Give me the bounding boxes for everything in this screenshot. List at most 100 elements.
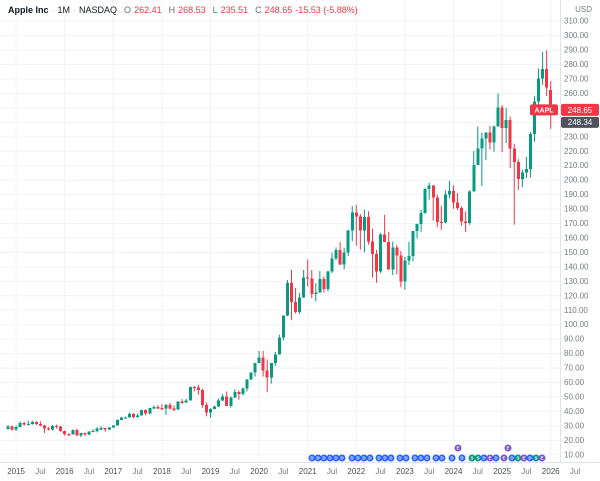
- candle[interactable]: [6, 426, 10, 429]
- candle[interactable]: [480, 138, 484, 149]
- candle[interactable]: [103, 428, 107, 430]
- candle[interactable]: [464, 221, 468, 224]
- candle[interactable]: [168, 404, 172, 409]
- candle[interactable]: [269, 363, 273, 378]
- event-marker[interactable]: [438, 454, 446, 462]
- candle[interactable]: [144, 409, 148, 414]
- candle[interactable]: [294, 301, 298, 312]
- candle[interactable]: [99, 428, 103, 430]
- candle[interactable]: [123, 417, 127, 419]
- candle[interactable]: [537, 78, 541, 102]
- event-marker[interactable]: [448, 454, 456, 462]
- candle[interactable]: [508, 119, 512, 149]
- event-marker[interactable]: [366, 454, 374, 462]
- candle[interactable]: [492, 126, 496, 143]
- candle[interactable]: [30, 422, 34, 424]
- event-marker[interactable]: [381, 454, 389, 462]
- event-marker[interactable]: [504, 444, 512, 452]
- candle[interactable]: [55, 426, 59, 428]
- candle[interactable]: [75, 429, 79, 436]
- event-marker[interactable]: [314, 454, 322, 462]
- candle[interactable]: [306, 277, 310, 279]
- candle[interactable]: [314, 292, 318, 294]
- candle[interactable]: [399, 255, 403, 282]
- event-marker[interactable]: [423, 454, 431, 462]
- candle[interactable]: [354, 212, 358, 217]
- candle[interactable]: [407, 256, 411, 261]
- candle[interactable]: [520, 172, 524, 179]
- candle[interactable]: [346, 230, 350, 253]
- event-marker[interactable]: [474, 454, 482, 462]
- event-marker[interactable]: [514, 454, 522, 462]
- candle[interactable]: [140, 409, 144, 416]
- candle[interactable]: [200, 390, 204, 405]
- candle[interactable]: [180, 401, 184, 403]
- event-marker[interactable]: [468, 454, 476, 462]
- event-marker[interactable]: [417, 454, 425, 462]
- candle[interactable]: [322, 279, 326, 290]
- candle[interactable]: [14, 426, 18, 430]
- candle[interactable]: [476, 148, 480, 165]
- candle[interactable]: [160, 408, 164, 410]
- candle[interactable]: [533, 101, 536, 134]
- candle[interactable]: [366, 216, 370, 242]
- candle[interactable]: [290, 282, 293, 302]
- candle[interactable]: [484, 132, 488, 139]
- candle[interactable]: [225, 396, 229, 406]
- current-price-label[interactable]: [561, 103, 599, 116]
- candle[interactable]: [472, 164, 476, 192]
- candle[interactable]: [34, 422, 38, 424]
- candle[interactable]: [273, 354, 277, 364]
- candle[interactable]: [237, 392, 241, 394]
- candle[interactable]: [516, 162, 520, 179]
- candle[interactable]: [111, 425, 115, 428]
- candle[interactable]: [281, 315, 285, 338]
- event-marker[interactable]: [402, 454, 410, 462]
- event-marker[interactable]: [348, 454, 356, 462]
- event-marker[interactable]: [332, 454, 340, 462]
- candle[interactable]: [213, 406, 217, 410]
- event-marker[interactable]: [454, 444, 462, 452]
- event-marker[interactable]: [411, 454, 419, 462]
- candle[interactable]: [119, 417, 123, 420]
- candle[interactable]: [375, 254, 379, 272]
- candle[interactable]: [387, 242, 391, 270]
- candle[interactable]: [107, 427, 111, 430]
- candle[interactable]: [71, 429, 75, 435]
- candle[interactable]: [253, 363, 257, 373]
- candle[interactable]: [468, 191, 472, 224]
- candle[interactable]: [26, 423, 30, 426]
- candle[interactable]: [265, 370, 269, 378]
- candle[interactable]: [277, 337, 281, 355]
- candle[interactable]: [423, 188, 427, 213]
- candle[interactable]: [67, 434, 71, 436]
- candle[interactable]: [22, 422, 26, 425]
- candle[interactable]: [229, 397, 233, 406]
- candle[interactable]: [204, 404, 208, 413]
- candle[interactable]: [338, 249, 342, 265]
- candle[interactable]: [435, 197, 439, 222]
- candle[interactable]: [176, 401, 180, 410]
- candle[interactable]: [115, 419, 119, 426]
- candle[interactable]: [460, 207, 464, 222]
- symbol-title[interactable]: Apple Inc: [8, 5, 49, 15]
- interval-label[interactable]: 1M: [57, 5, 71, 15]
- candle[interactable]: [132, 414, 136, 418]
- candle[interactable]: [383, 234, 387, 243]
- candle[interactable]: [298, 297, 302, 312]
- candle[interactable]: [403, 260, 407, 282]
- candle[interactable]: [221, 396, 225, 401]
- event-marker[interactable]: [387, 454, 395, 462]
- candle[interactable]: [350, 212, 354, 231]
- candle[interactable]: [326, 271, 330, 290]
- candle[interactable]: [83, 433, 87, 435]
- candle[interactable]: [63, 431, 67, 435]
- candle[interactable]: [358, 216, 362, 231]
- candle[interactable]: [362, 216, 366, 231]
- candle[interactable]: [443, 194, 447, 223]
- price-scale[interactable]: [560, 0, 600, 462]
- candle[interactable]: [42, 425, 46, 429]
- candle[interactable]: [549, 90, 553, 110]
- event-marker[interactable]: [360, 454, 368, 462]
- candle[interactable]: [51, 426, 55, 430]
